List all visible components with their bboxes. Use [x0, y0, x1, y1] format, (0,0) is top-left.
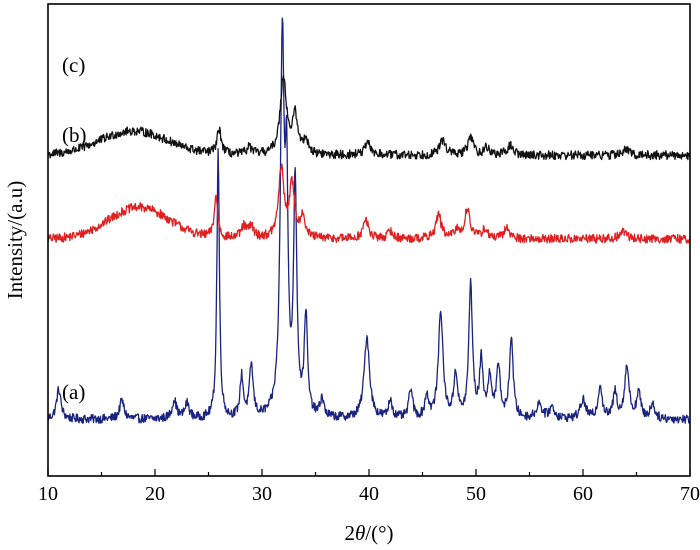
x-tick-label-70: 70 [680, 483, 700, 505]
x-tick-label-50: 50 [466, 483, 486, 505]
series-line-a [47, 17, 691, 424]
x-axis-ticks: 10 20 30 40 50 60 70 [38, 469, 700, 505]
series-labels: (a) (b) (c) [62, 53, 87, 404]
x-axis-title: 2θ/(°) [344, 521, 393, 545]
y-axis-title: Intensity/(a.u) [3, 181, 27, 299]
x-tick-label-20: 20 [145, 483, 165, 505]
plot-lines [47, 17, 691, 424]
series-line-c [47, 75, 691, 161]
x-tick-label-10: 10 [38, 483, 58, 505]
x-tick-label-30: 30 [252, 483, 272, 505]
series-label-c: (c) [62, 53, 85, 77]
series-line-b [47, 163, 691, 244]
series-label-a: (a) [62, 380, 85, 404]
x-tick-label-40: 40 [359, 483, 379, 505]
x-tick-label-60: 60 [573, 483, 593, 505]
series-label-b: (b) [62, 123, 87, 147]
